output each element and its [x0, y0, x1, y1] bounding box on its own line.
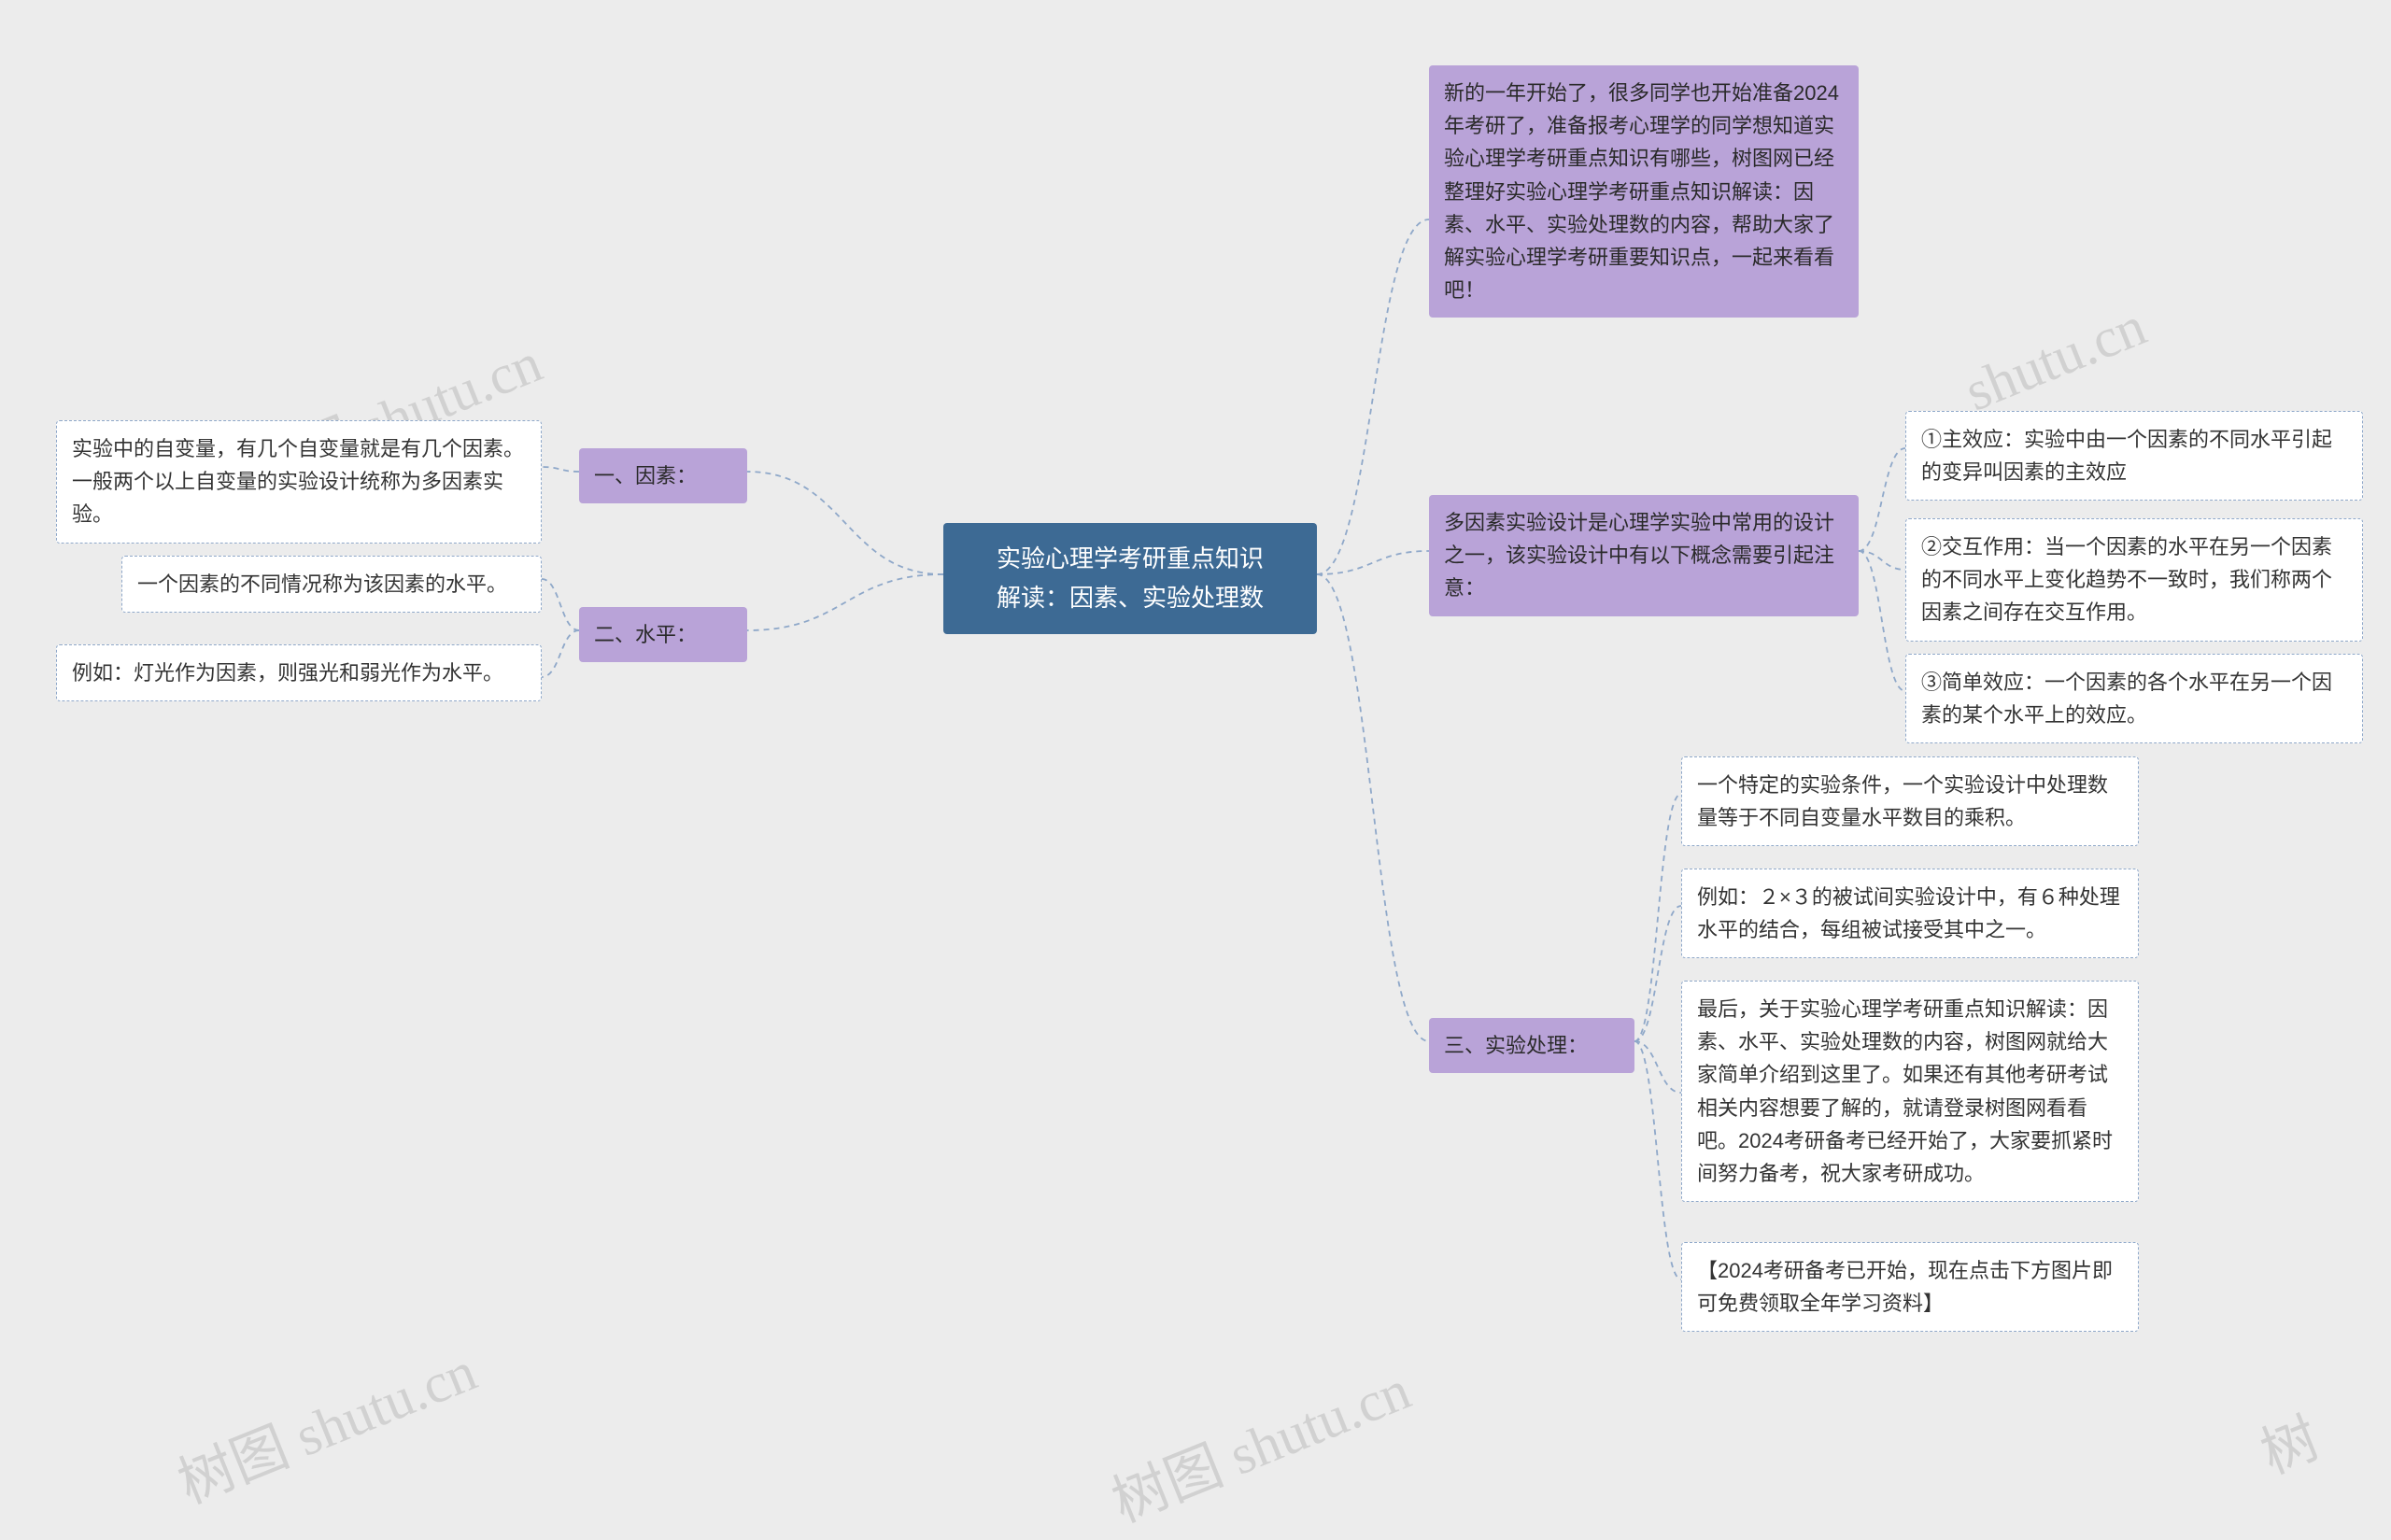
- right-branch-0: 新的一年开始了，很多同学也开始准备2024年考研了，准备报考心理学的同学想知道实…: [1429, 65, 1859, 318]
- left-leaf-0-0: 实验中的自变量，有几个自变量就是有几个因素。一般两个以上自变量的实验设计统称为多…: [56, 420, 542, 544]
- left-branch-1: 二、水平：: [579, 607, 747, 662]
- right-branch-1: 多因素实验设计是心理学实验中常用的设计之一，该实验设计中有以下概念需要引起注意：: [1429, 495, 1859, 616]
- mindmap-canvas: 树图 shutu.cnshutu.cn树图 shutu.cn树图 shutu.c…: [0, 0, 2391, 1540]
- left-leaf-1-0: 一个因素的不同情况称为该因素的水平。: [121, 556, 542, 613]
- watermark-4: 树: [2247, 1393, 2329, 1490]
- right-leaf-1-2: ③简单效应：一个因素的各个水平在另一个因素的某个水平上的效应。: [1905, 654, 2363, 743]
- watermark-3: 树图 shutu.cn: [1098, 1345, 1421, 1538]
- right-branch-2: 三、实验处理：: [1429, 1018, 1634, 1073]
- center-node: 实验心理学考研重点知识解读：因素、实验处理数: [943, 523, 1317, 634]
- right-leaf-2-1: 例如：２×３的被试间实验设计中，有６种处理水平的结合，每组被试接受其中之一。: [1681, 869, 2139, 958]
- right-leaf-1-0: ①主效应：实验中由一个因素的不同水平引起的变异叫因素的主效应: [1905, 411, 2363, 501]
- right-leaf-1-1: ②交互作用：当一个因素的水平在另一个因素的不同水平上变化趋势不一致时，我们称两个…: [1905, 518, 2363, 642]
- right-leaf-2-0: 一个特定的实验条件，一个实验设计中处理数量等于不同自变量水平数目的乘积。: [1681, 756, 2139, 846]
- right-leaf-2-2: 最后，关于实验心理学考研重点知识解读：因素、水平、实验处理数的内容，树图网就给大…: [1681, 981, 2139, 1202]
- left-branch-0: 一、因素：: [579, 448, 747, 503]
- right-leaf-2-3: 【2024考研备考已开始，现在点击下方图片即可免费领取全年学习资料】: [1681, 1242, 2139, 1332]
- left-leaf-1-1: 例如：灯光作为因素，则强光和弱光作为水平。: [56, 644, 542, 701]
- watermark-2: 树图 shutu.cn: [164, 1326, 487, 1519]
- watermark-1: shutu.cn: [1956, 294, 2155, 425]
